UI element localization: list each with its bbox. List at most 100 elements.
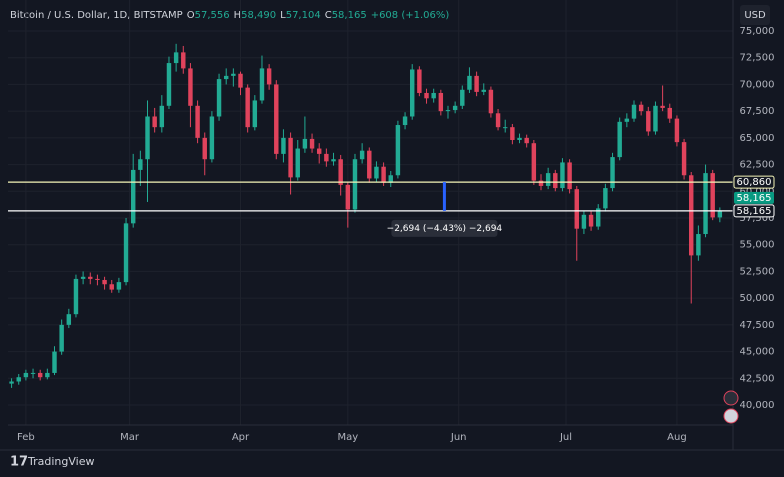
candle-body (445, 110, 451, 112)
y-tick-label: 50,000 (740, 293, 775, 304)
ohlc-value: 57,556 (195, 10, 230, 21)
candle-body (152, 116, 157, 128)
candle-body (109, 284, 114, 290)
candle-body (424, 92, 429, 99)
flag-icon[interactable] (723, 408, 739, 424)
candle-body (438, 92, 444, 112)
symbol-header: Bitcoin / U.S. Dollar, 1D, BITSTAMP O57,5… (10, 10, 449, 21)
x-tick-label: Mar (120, 432, 140, 443)
candle-body (545, 173, 551, 186)
y-tick-label: 70,000 (740, 79, 775, 90)
y-tick-label: 60,000 (740, 186, 775, 197)
candle-body (130, 169, 136, 224)
candle-body (359, 150, 365, 160)
measure-label-box (391, 219, 498, 237)
x-tick-label: Apr (232, 432, 250, 443)
candle-body (703, 173, 708, 235)
candle-body (173, 52, 179, 64)
price-line-label: 58,165 (737, 206, 772, 217)
candle-body (324, 153, 329, 162)
candle-body (316, 148, 322, 154)
candle-body (116, 282, 122, 290)
symbol-title: Bitcoin / U.S. Dollar, 1D, BITSTAMP (10, 10, 183, 21)
candle-body (73, 278, 79, 315)
candle-body (238, 73, 243, 88)
candle-body (52, 351, 57, 373)
y-tick-label: 52,500 (740, 266, 775, 277)
alert-icon[interactable] (723, 390, 739, 406)
y-tick-label: 75,000 (740, 26, 775, 37)
candle-body (216, 79, 222, 117)
x-tick-label: Jul (559, 432, 572, 443)
candle-body (274, 84, 279, 154)
candle-body (259, 68, 265, 101)
candle-body (209, 116, 215, 160)
candle-body (460, 89, 465, 106)
candle-body (80, 276, 86, 279)
candle-body (37, 372, 43, 378)
candle-body (223, 75, 229, 80)
candle-body (295, 148, 300, 178)
y-tick-label: 45,000 (740, 347, 775, 358)
brand[interactable]: TradingView (27, 455, 94, 468)
candle-body (195, 105, 200, 138)
candle-body (588, 214, 594, 227)
candle-body (538, 180, 544, 186)
candle-body (288, 137, 293, 178)
ohlc-value: 57,104 (286, 10, 321, 21)
y-tick-label: 55,000 (740, 240, 775, 251)
candle-body (431, 92, 436, 99)
candle-body (331, 159, 336, 162)
candle-body (395, 125, 401, 176)
candle-body (689, 175, 694, 256)
y-tick-label: 62,500 (740, 160, 775, 171)
candle-body (503, 127, 508, 129)
candle-body (102, 279, 107, 285)
candle-body (66, 314, 72, 325)
candle-body (674, 118, 680, 143)
candle-body (660, 105, 665, 108)
currency-button[interactable] (740, 5, 770, 25)
candle-body (231, 73, 236, 76)
ohlc-key: C (325, 10, 332, 21)
candle-body (23, 372, 29, 378)
candle-body (452, 105, 458, 111)
y-tick-label: 72,500 (740, 53, 775, 64)
price-line-label-box (733, 175, 775, 189)
candle-body (166, 63, 172, 106)
last-price-label: 58,165 (737, 193, 772, 204)
y-tick-label: 40,000 (740, 400, 775, 411)
price-line-label: 60,860 (737, 177, 772, 188)
candle-body (374, 166, 379, 179)
x-tick-label: Jun (450, 432, 467, 443)
candle-body (345, 184, 351, 210)
candle-body (517, 137, 522, 140)
candle-body (481, 89, 486, 92)
candle-body (610, 157, 615, 189)
candle-body (402, 116, 408, 126)
candle-body (338, 159, 343, 185)
candle-body (474, 75, 479, 92)
candle-body (531, 143, 537, 181)
y-tick-label: 67,500 (740, 106, 775, 117)
measure-label: −2,694 (−4.43%) −2,694 (387, 224, 503, 234)
candle-body (631, 104, 637, 119)
candle-body (667, 107, 672, 119)
currency-label[interactable]: USD (744, 10, 766, 21)
candle-body (567, 162, 572, 190)
ohlc-value: 58,165 (332, 10, 367, 21)
candle-body (409, 69, 415, 117)
candle-body (309, 138, 315, 149)
candle-body (59, 324, 64, 352)
candle-body (603, 188, 608, 209)
candle-body (302, 138, 308, 149)
candle-body (202, 137, 207, 160)
ohlc-key: H (234, 10, 242, 21)
candle-body (388, 175, 393, 183)
candle-body (495, 113, 501, 128)
y-tick-label: 47,500 (740, 320, 775, 331)
candle-body (417, 69, 422, 93)
ohlc-value: 58,490 (241, 10, 276, 21)
